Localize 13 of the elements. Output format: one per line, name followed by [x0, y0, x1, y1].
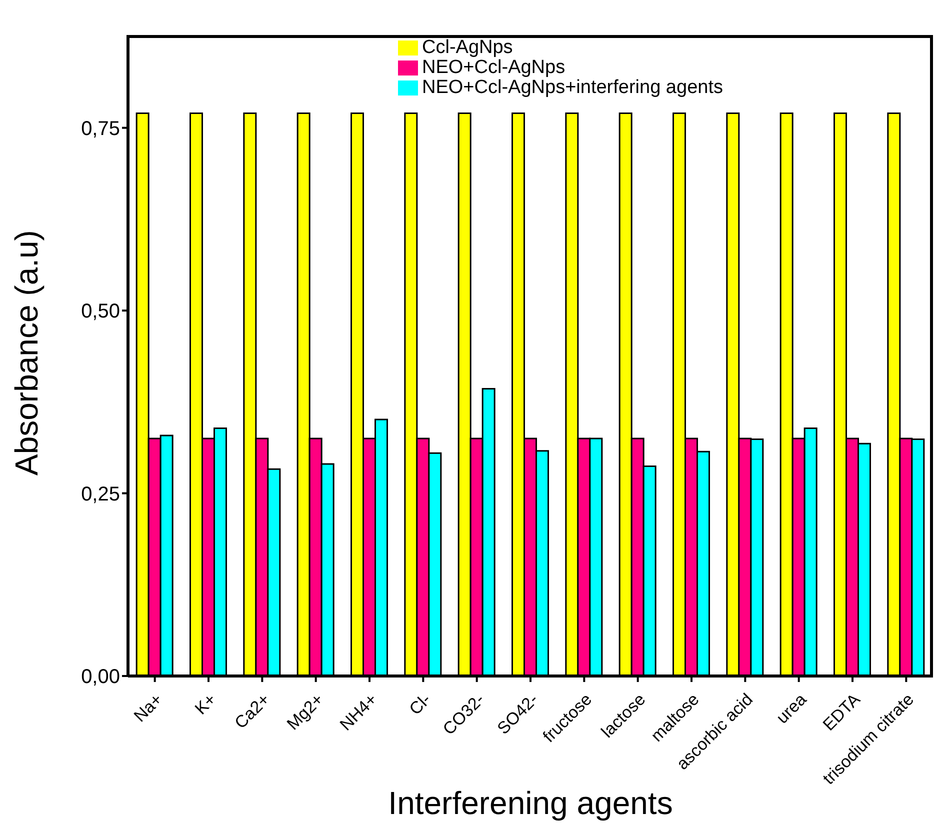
legend-label: Ccl-AgNps — [422, 37, 513, 58]
legend-label: NEO+Ccl-AgNps+interfering agents — [422, 77, 723, 98]
x-axis-title: Interferening agents — [388, 785, 673, 821]
y-tick-label: 0,50 — [81, 300, 120, 323]
x-tick-label: K+ — [191, 690, 220, 718]
y-tick-label: 0,00 — [81, 666, 120, 688]
x-tick-label: Na+ — [130, 690, 166, 726]
x-tick-label: urea — [772, 689, 811, 728]
y-axis-title: Absorbance (a.u) — [8, 230, 44, 476]
y-tick-label: 0,75 — [81, 118, 120, 140]
legend-label: NEO+Ccl-AgNps — [422, 57, 566, 78]
x-tick-label: Cl- — [406, 690, 434, 719]
y-tick-label: 0,25 — [81, 483, 120, 506]
